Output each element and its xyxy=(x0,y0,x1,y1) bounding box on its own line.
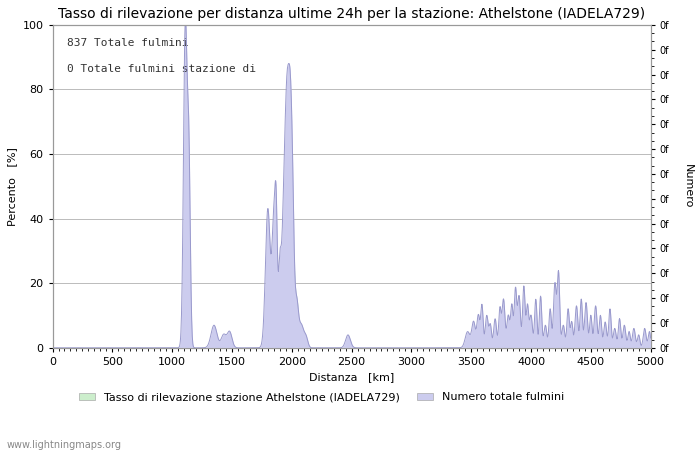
Text: www.lightningmaps.org: www.lightningmaps.org xyxy=(7,440,122,450)
Y-axis label: Numero: Numero xyxy=(683,164,693,208)
Y-axis label: Percento   [%]: Percento [%] xyxy=(7,147,17,226)
Title: Tasso di rilevazione per distanza ultime 24h per la stazione: Athelstone (IADELA: Tasso di rilevazione per distanza ultime… xyxy=(58,7,645,21)
Legend: Tasso di rilevazione stazione Athelstone (IADELA729), Numero totale fulmini: Tasso di rilevazione stazione Athelstone… xyxy=(74,388,569,407)
Text: 837 Totale fulmini: 837 Totale fulmini xyxy=(67,38,189,48)
X-axis label: Distanza   [km]: Distanza [km] xyxy=(309,373,394,382)
Text: 0 Totale fulmini stazione di: 0 Totale fulmini stazione di xyxy=(67,63,256,74)
